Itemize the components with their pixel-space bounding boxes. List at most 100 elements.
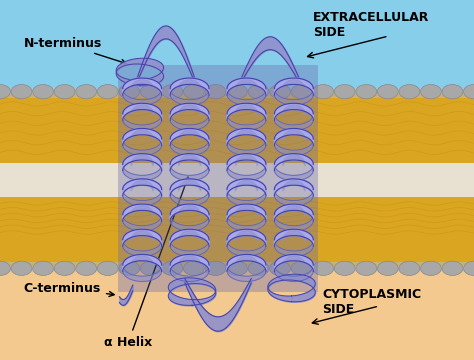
Ellipse shape bbox=[11, 261, 32, 275]
Polygon shape bbox=[179, 105, 201, 115]
Ellipse shape bbox=[334, 85, 355, 99]
Polygon shape bbox=[283, 80, 305, 90]
Ellipse shape bbox=[183, 85, 204, 99]
Polygon shape bbox=[131, 105, 153, 115]
Ellipse shape bbox=[97, 85, 118, 99]
Ellipse shape bbox=[442, 261, 463, 275]
Polygon shape bbox=[236, 180, 257, 191]
Bar bbox=[0, 266, 474, 360]
Polygon shape bbox=[274, 229, 313, 246]
Polygon shape bbox=[227, 240, 266, 256]
Polygon shape bbox=[283, 105, 305, 115]
Polygon shape bbox=[274, 215, 313, 231]
Text: C-terminus: C-terminus bbox=[24, 282, 114, 297]
Ellipse shape bbox=[0, 85, 10, 99]
Polygon shape bbox=[123, 165, 162, 181]
Polygon shape bbox=[236, 105, 257, 115]
Ellipse shape bbox=[420, 85, 441, 99]
Polygon shape bbox=[236, 80, 257, 90]
Ellipse shape bbox=[464, 85, 474, 99]
Ellipse shape bbox=[162, 261, 183, 275]
Polygon shape bbox=[170, 190, 209, 206]
Ellipse shape bbox=[270, 261, 291, 275]
Bar bbox=[0, 197, 474, 266]
Polygon shape bbox=[274, 140, 313, 156]
Polygon shape bbox=[227, 89, 266, 105]
Ellipse shape bbox=[33, 85, 54, 99]
Ellipse shape bbox=[97, 261, 118, 275]
Polygon shape bbox=[170, 78, 209, 95]
Polygon shape bbox=[131, 155, 153, 166]
Polygon shape bbox=[274, 78, 313, 95]
Polygon shape bbox=[123, 255, 162, 271]
Polygon shape bbox=[123, 240, 162, 256]
Ellipse shape bbox=[334, 261, 355, 275]
Polygon shape bbox=[179, 256, 201, 266]
Polygon shape bbox=[236, 155, 257, 166]
Ellipse shape bbox=[399, 85, 420, 99]
Polygon shape bbox=[131, 256, 153, 266]
Ellipse shape bbox=[399, 261, 420, 275]
Polygon shape bbox=[274, 190, 313, 206]
Polygon shape bbox=[236, 231, 257, 241]
Bar bbox=[0, 0, 474, 94]
Ellipse shape bbox=[33, 261, 54, 275]
Polygon shape bbox=[179, 206, 201, 216]
Polygon shape bbox=[170, 89, 209, 105]
Ellipse shape bbox=[291, 85, 312, 99]
Polygon shape bbox=[131, 80, 153, 90]
Ellipse shape bbox=[356, 261, 377, 275]
Polygon shape bbox=[170, 154, 209, 171]
Polygon shape bbox=[123, 229, 162, 246]
Ellipse shape bbox=[248, 261, 269, 275]
Ellipse shape bbox=[54, 85, 75, 99]
Ellipse shape bbox=[119, 261, 140, 275]
Polygon shape bbox=[283, 256, 305, 266]
Ellipse shape bbox=[119, 85, 140, 99]
Bar bbox=[0, 94, 474, 163]
Polygon shape bbox=[170, 266, 209, 282]
Ellipse shape bbox=[464, 261, 474, 275]
Polygon shape bbox=[170, 179, 209, 196]
Ellipse shape bbox=[420, 261, 441, 275]
Ellipse shape bbox=[205, 85, 226, 99]
Polygon shape bbox=[170, 240, 209, 256]
Polygon shape bbox=[123, 89, 162, 105]
Ellipse shape bbox=[183, 261, 204, 275]
Polygon shape bbox=[283, 180, 305, 191]
Polygon shape bbox=[227, 255, 266, 271]
Ellipse shape bbox=[377, 261, 398, 275]
Polygon shape bbox=[283, 130, 305, 140]
Polygon shape bbox=[236, 256, 257, 266]
Polygon shape bbox=[131, 130, 153, 140]
Polygon shape bbox=[283, 206, 305, 216]
Polygon shape bbox=[274, 165, 313, 181]
Polygon shape bbox=[227, 103, 266, 120]
Polygon shape bbox=[170, 165, 209, 181]
Polygon shape bbox=[274, 114, 313, 130]
Polygon shape bbox=[123, 129, 162, 145]
Ellipse shape bbox=[162, 85, 183, 99]
Polygon shape bbox=[274, 240, 313, 256]
Polygon shape bbox=[283, 231, 305, 241]
Polygon shape bbox=[236, 130, 257, 140]
Ellipse shape bbox=[76, 85, 97, 99]
Polygon shape bbox=[227, 190, 266, 206]
Ellipse shape bbox=[11, 85, 32, 99]
Ellipse shape bbox=[313, 85, 334, 99]
Polygon shape bbox=[274, 129, 313, 145]
Polygon shape bbox=[170, 204, 209, 221]
Polygon shape bbox=[227, 140, 266, 156]
Polygon shape bbox=[170, 255, 209, 271]
Polygon shape bbox=[236, 206, 257, 216]
Polygon shape bbox=[227, 215, 266, 231]
Polygon shape bbox=[123, 140, 162, 156]
Polygon shape bbox=[227, 204, 266, 221]
Ellipse shape bbox=[356, 85, 377, 99]
Ellipse shape bbox=[227, 261, 247, 275]
Polygon shape bbox=[274, 103, 313, 120]
Text: CYTOPLASMIC
SIDE: CYTOPLASMIC SIDE bbox=[322, 288, 421, 316]
Polygon shape bbox=[274, 204, 313, 221]
Polygon shape bbox=[170, 103, 209, 120]
Polygon shape bbox=[131, 180, 153, 191]
